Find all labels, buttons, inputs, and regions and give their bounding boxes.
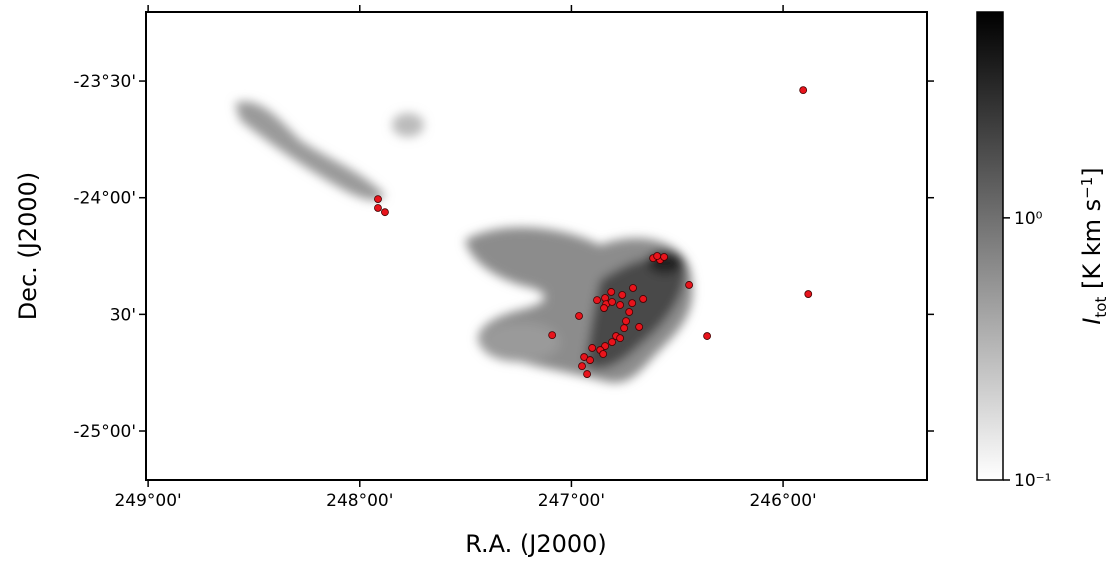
y-tick-label: 30' xyxy=(110,305,136,325)
source-marker xyxy=(586,356,594,364)
source-marker xyxy=(804,290,813,298)
colorbar-label: Itot [K km s−1] xyxy=(1078,167,1110,324)
source-marker xyxy=(616,334,625,343)
emission-map xyxy=(235,101,693,383)
colorbar xyxy=(976,11,1004,481)
x-axis-label: R.A. (J2000) xyxy=(465,530,607,558)
source-marker xyxy=(620,324,629,333)
colorbar-label-part: [K km s xyxy=(1078,199,1106,297)
source-marker xyxy=(639,295,648,303)
source-marker xyxy=(588,344,597,352)
x-tick-label: 247°00' xyxy=(538,491,605,511)
source-marker xyxy=(600,304,608,312)
source-marker xyxy=(607,288,616,296)
source-marker xyxy=(583,370,591,378)
source-marker xyxy=(628,299,637,308)
colorbar-label-part: tot xyxy=(1092,297,1110,318)
source-marker xyxy=(799,86,808,95)
y-axis-label: Dec. (J2000) xyxy=(14,172,42,321)
source-marker xyxy=(685,281,694,289)
y-tick-label: -24°00' xyxy=(73,189,136,209)
x-tick-label: 246°00' xyxy=(749,491,816,511)
source-marker xyxy=(599,350,608,358)
axes xyxy=(145,11,928,481)
y-tick-label: -23°30' xyxy=(73,72,136,92)
source-marker xyxy=(608,338,616,347)
colorbar-label-part: ] xyxy=(1078,167,1106,176)
plot-frame xyxy=(145,11,928,481)
source-marker xyxy=(374,195,382,204)
colorbar-label-part: −1 xyxy=(1078,177,1096,199)
x-tick-label: 248°00' xyxy=(326,491,393,511)
colorbar-label-part: I xyxy=(1078,318,1106,325)
source-marker xyxy=(703,332,711,340)
source-marker xyxy=(660,253,669,261)
x-tick-label: 249°00' xyxy=(114,491,181,511)
source-marker xyxy=(374,204,382,212)
source-marker xyxy=(548,331,557,340)
y-tick-label: -25°00' xyxy=(73,422,136,442)
source-marker xyxy=(608,298,616,306)
source-marker xyxy=(381,208,389,217)
source-marker xyxy=(625,308,634,316)
source-marker xyxy=(575,312,583,320)
source-marker xyxy=(578,362,586,371)
source-marker xyxy=(622,317,630,326)
source-marker xyxy=(629,284,637,292)
colorbar-tick-label: 10⁰ xyxy=(1014,209,1043,229)
source-marker xyxy=(635,323,644,331)
source-marker xyxy=(593,296,601,305)
source-marker xyxy=(616,301,625,309)
source-marker xyxy=(653,252,662,260)
colorbar-tick-label: 10⁻¹ xyxy=(1014,471,1051,491)
source-marker xyxy=(618,291,627,299)
